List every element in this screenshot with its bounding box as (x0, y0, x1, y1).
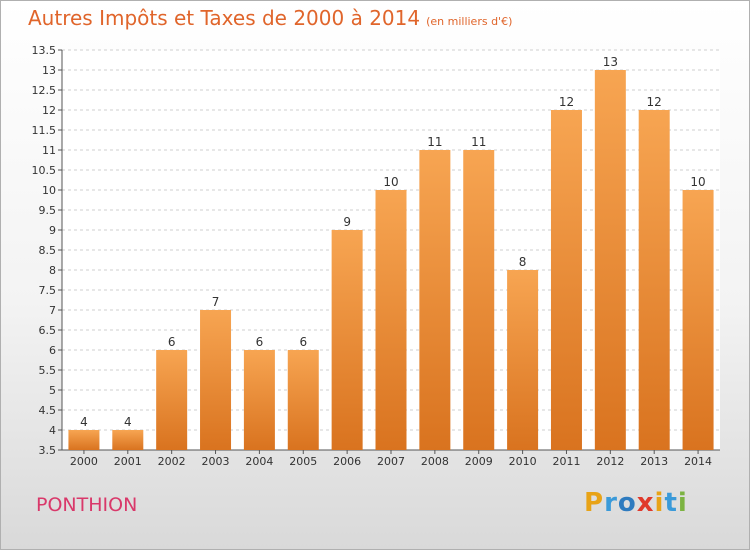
x-tick-label: 2012 (596, 455, 624, 468)
x-tick-label: 2003 (202, 455, 230, 468)
data-label: 12 (559, 95, 574, 109)
data-label: 11 (471, 135, 486, 149)
x-tick-label: 2010 (509, 455, 537, 468)
chart-title: Autres Impôts et Taxes de 2000 à 2014 (en… (28, 6, 512, 30)
x-tick-label: 2014 (684, 455, 712, 468)
data-label: 11 (427, 135, 442, 149)
chart-title-text: Autres Impôts et Taxes de 2000 à 2014 (28, 6, 421, 30)
data-label: 4 (80, 415, 88, 429)
x-tick-label: 2004 (245, 455, 273, 468)
y-tick-label: 4 (49, 424, 56, 437)
y-tick-label: 9 (49, 224, 56, 237)
data-label: 10 (383, 175, 398, 189)
logo-letter: x (636, 488, 655, 518)
logo-letter: P (584, 488, 605, 518)
x-tick-label: 2007 (377, 455, 405, 468)
data-label: 6 (299, 335, 307, 349)
bar (507, 270, 539, 450)
y-tick-label: 7 (49, 304, 56, 317)
proxiti-logo: Proxiti (584, 488, 688, 518)
bar (331, 230, 363, 450)
y-tick-label: 10 (42, 184, 56, 197)
bar (287, 350, 319, 450)
logo-letter: o (617, 488, 637, 518)
commune-name: PONTHION (36, 494, 138, 516)
data-label: 6 (168, 335, 176, 349)
data-label: 4 (124, 415, 132, 429)
logo-letter: t (664, 488, 678, 518)
x-tick-label: 2005 (289, 455, 317, 468)
logo-letter: r (604, 488, 618, 518)
data-label: 13 (603, 55, 618, 69)
y-tick-label: 5.5 (39, 364, 57, 377)
bar (68, 430, 100, 450)
y-tick-label: 8 (49, 264, 56, 277)
y-tick-label: 12 (42, 104, 56, 117)
logo-letter: i (677, 488, 688, 518)
y-tick-label: 12.5 (32, 84, 57, 97)
data-label: 8 (519, 255, 527, 269)
y-tick-label: 7.5 (39, 284, 57, 297)
data-label: 12 (647, 95, 662, 109)
y-tick-label: 9.5 (39, 204, 57, 217)
x-tick-label: 2001 (114, 455, 142, 468)
x-tick-label: 2009 (465, 455, 493, 468)
bar (682, 190, 714, 450)
logo-letter: i (654, 488, 665, 518)
bar (200, 310, 232, 450)
y-tick-label: 6.5 (39, 324, 57, 337)
y-tick-label: 10.5 (32, 164, 57, 177)
y-tick-label: 11.5 (32, 124, 57, 137)
y-tick-label: 8.5 (39, 244, 57, 257)
bar (638, 110, 670, 450)
data-label: 10 (690, 175, 705, 189)
y-tick-label: 6 (49, 344, 56, 357)
bar (156, 350, 188, 450)
bar (243, 350, 275, 450)
y-tick-label: 5 (49, 384, 56, 397)
bar (419, 150, 451, 450)
data-label: 7 (212, 295, 220, 309)
x-tick-label: 2006 (333, 455, 361, 468)
bar (112, 430, 144, 450)
y-tick-label: 13.5 (32, 44, 57, 57)
data-label: 9 (343, 215, 351, 229)
data-label: 6 (256, 335, 264, 349)
chart-unit: (en milliers d'€) (426, 15, 513, 28)
y-tick-label: 11 (42, 144, 56, 157)
x-tick-label: 2013 (640, 455, 668, 468)
x-tick-label: 2008 (421, 455, 449, 468)
x-tick-label: 2002 (158, 455, 186, 468)
bar (375, 190, 407, 450)
bar (463, 150, 495, 450)
bar (594, 70, 626, 450)
bar (550, 110, 582, 450)
x-tick-label: 2000 (70, 455, 98, 468)
x-tick-label: 2011 (552, 455, 580, 468)
y-tick-label: 4.5 (39, 404, 57, 417)
y-tick-label: 3.5 (39, 444, 57, 457)
y-tick-label: 13 (42, 64, 56, 77)
